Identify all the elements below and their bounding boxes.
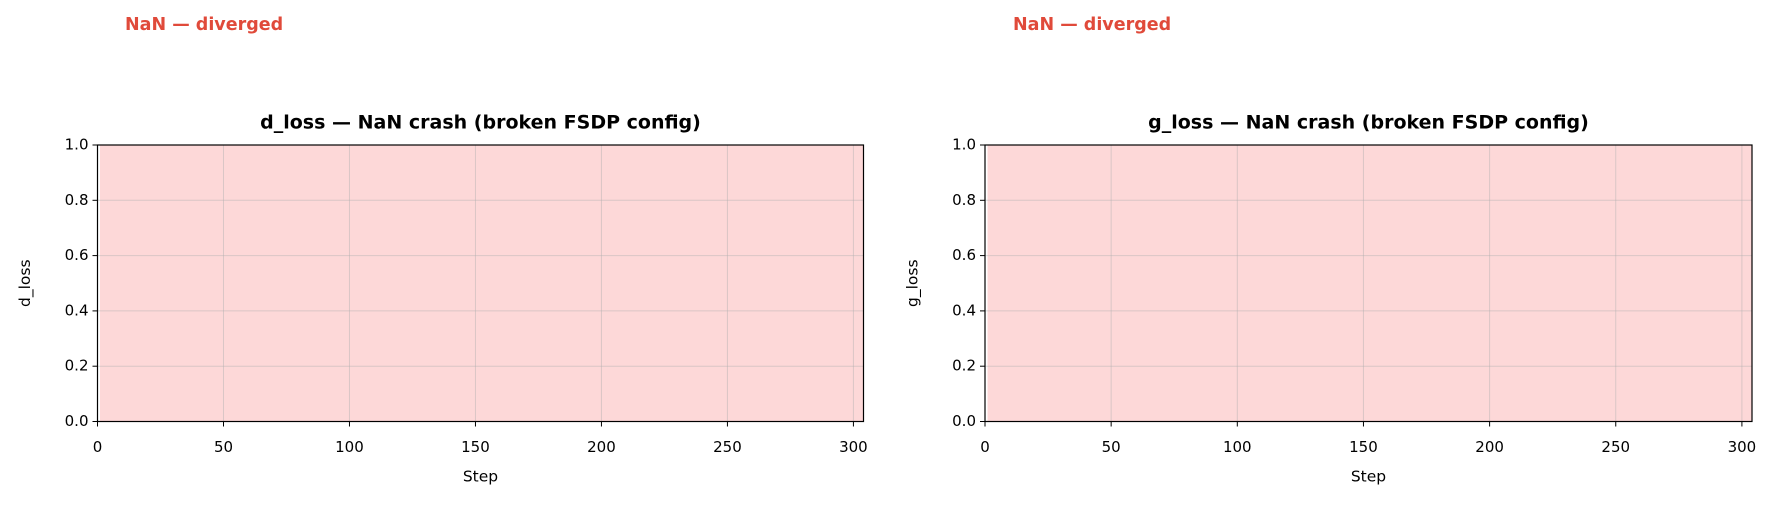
nan-span [100, 145, 864, 422]
axes-frame [96, 144, 865, 423]
y-tick-label: 0.6 [65, 246, 89, 264]
x-tick-label: 200 [587, 438, 616, 456]
y-tick-label: 0.2 [952, 357, 976, 375]
x-tick-label: 50 [214, 438, 233, 456]
x-tick-label: 250 [1601, 438, 1630, 456]
y-tick-label: 0.6 [952, 246, 976, 264]
y-tick-label: 1.0 [65, 136, 89, 154]
annotation: NaN — diverged [125, 15, 283, 35]
y-axis-label: d_loss [16, 259, 35, 307]
x-axis-label: Step [1351, 468, 1386, 486]
y-tick-label: 0.2 [65, 357, 89, 375]
y-tick-label: 0.0 [65, 412, 89, 430]
y-tick-label: 0.8 [952, 191, 976, 209]
chart-title: d_loss — NaN crash (broken FSDP config) [260, 112, 701, 134]
nan-span [987, 145, 1752, 422]
x-tick-label: 0 [980, 438, 990, 456]
annotation: NaN — diverged [1013, 15, 1171, 35]
y-tick-label: 0.4 [65, 301, 89, 319]
y-tick-label: 1.0 [952, 136, 976, 154]
x-tick-label: 100 [1223, 438, 1252, 456]
x-tick-label: 150 [461, 438, 490, 456]
y-axis-label: g_loss [904, 259, 923, 307]
y-tick-label: 0.0 [952, 412, 976, 430]
x-tick-label: 150 [1349, 438, 1378, 456]
chart-title: g_loss — NaN crash (broken FSDP config) [1148, 112, 1589, 134]
x-tick-label: 0 [93, 438, 103, 456]
axes-frame [984, 144, 1753, 423]
x-tick-label: 100 [335, 438, 364, 456]
y-tick-label: 0.8 [65, 191, 89, 209]
x-tick-label: 50 [1102, 438, 1121, 456]
x-tick-label: 250 [713, 438, 742, 456]
x-tick-label: 200 [1475, 438, 1504, 456]
x-tick-label: 300 [839, 438, 868, 456]
x-axis-label: Step [463, 468, 498, 486]
x-tick-label: 300 [1728, 438, 1757, 456]
y-tick-label: 0.4 [952, 301, 976, 319]
